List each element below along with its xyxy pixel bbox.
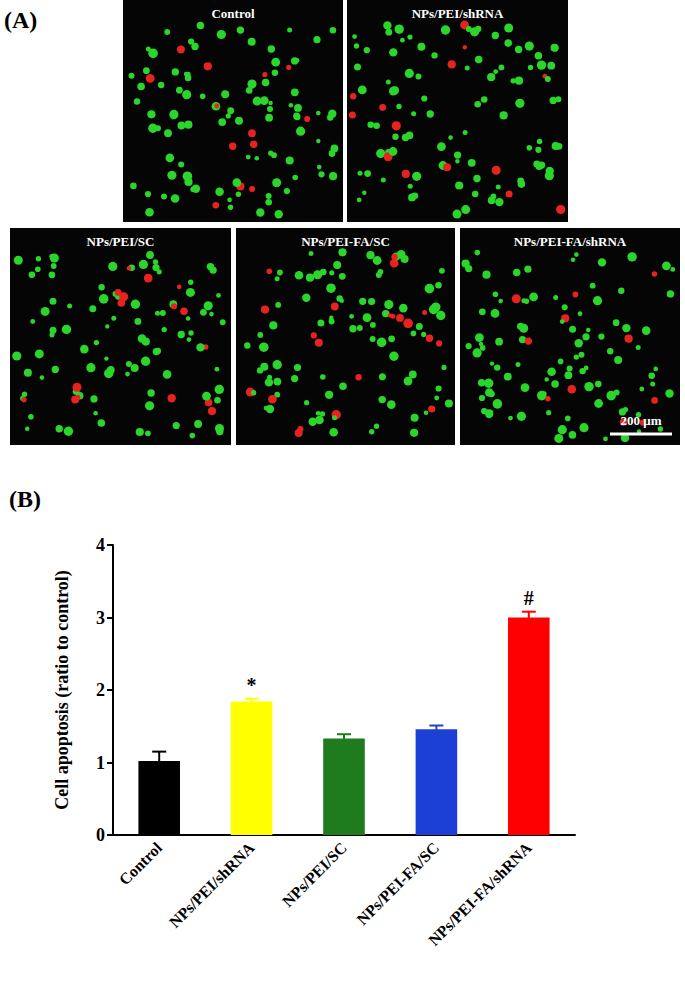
svg-text:NPs/PEI-FA/shRNA: NPs/PEI-FA/shRNA — [425, 839, 535, 949]
svg-text:NPs/PEI-FA/SC: NPs/PEI-FA/SC — [353, 839, 442, 928]
svg-text:(B): (B) — [9, 486, 41, 512]
svg-text:2: 2 — [96, 680, 105, 700]
svg-text:0: 0 — [96, 825, 105, 845]
svg-text:1: 1 — [96, 753, 105, 773]
svg-text:3: 3 — [96, 608, 105, 628]
svg-text:NPs/PEI-FA/shRNA: NPs/PEI-FA/shRNA — [514, 234, 627, 249]
svg-text:Cell apoptosis (ratio to contr: Cell apoptosis (ratio to control) — [52, 570, 73, 810]
svg-text:Control: Control — [211, 6, 254, 21]
svg-text:200 μm: 200 μm — [621, 413, 662, 428]
svg-text:Control: Control — [116, 839, 166, 889]
svg-text:NPs/PEI/SC: NPs/PEI/SC — [87, 234, 155, 249]
svg-text:NPs/PEI/SC: NPs/PEI/SC — [279, 839, 350, 910]
svg-text:NPs/PEI/shRNA: NPs/PEI/shRNA — [412, 6, 504, 21]
svg-text:(A): (A) — [4, 7, 37, 33]
svg-text:NPs/PEI/shRNA: NPs/PEI/shRNA — [166, 839, 258, 931]
svg-text:NPs/PEI-FA/SC: NPs/PEI-FA/SC — [301, 234, 390, 249]
svg-text:4: 4 — [96, 535, 105, 555]
svg-text:#: # — [524, 587, 534, 609]
svg-text:*: * — [247, 674, 257, 696]
